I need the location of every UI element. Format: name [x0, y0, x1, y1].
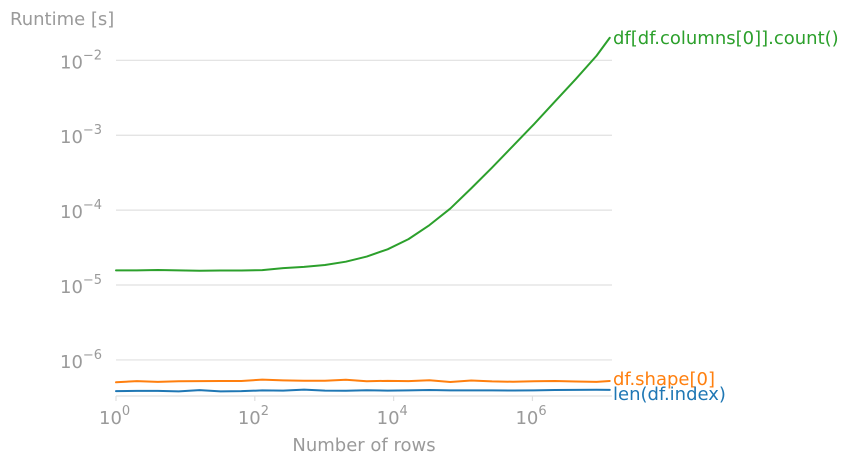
- y-tick-exponent: −6: [83, 348, 102, 363]
- y-tick-label: 10−2: [60, 48, 102, 73]
- y-tick-exponent: −5: [83, 273, 102, 288]
- x-tick-label: 104: [377, 404, 408, 429]
- y-tick-label: 10−3: [60, 123, 102, 148]
- x-tick-labels: 100 102 104 106: [99, 396, 547, 429]
- x-tick-base: 10: [99, 408, 122, 429]
- series-line: [115, 36, 611, 272]
- x-tick-base: 10: [515, 408, 538, 429]
- series-labels: df[df.columns[0]].count() df.shape[0]len(…: [613, 28, 839, 405]
- x-axis-title: Number of rows: [292, 435, 435, 456]
- series-label: df[df.columns[0]].count(): [613, 28, 839, 49]
- x-tick-base: 10: [238, 408, 261, 429]
- series-line: [115, 378, 611, 384]
- y-tick-base: 10: [60, 352, 83, 373]
- y-tick-exponent: −3: [83, 123, 102, 138]
- y-tick-labels: 10−210−310−410−510−6: [60, 48, 102, 373]
- x-tick-label: 102: [238, 404, 269, 429]
- x-tick-exponent: 2: [261, 404, 269, 419]
- y-tick-base: 10: [60, 127, 83, 148]
- y-tick-base: 10: [60, 202, 83, 223]
- x-tick-exponent: 0: [122, 404, 130, 419]
- series-line: [115, 388, 611, 393]
- x-tick-label: 100: [99, 404, 130, 429]
- y-axis-title: Runtime [s]: [10, 9, 114, 30]
- y-tick-label: 10−6: [60, 348, 102, 373]
- y-tick-label: 10−4: [60, 198, 102, 223]
- series-label: len(df.index): [613, 384, 726, 405]
- y-tick-exponent: −4: [83, 198, 102, 213]
- series-lines: [115, 36, 611, 393]
- x-tick-exponent: 6: [538, 404, 546, 419]
- y-gridlines: [116, 59, 612, 361]
- y-tick-base: 10: [60, 52, 83, 73]
- series-label: df.shape[0]: [613, 369, 715, 390]
- x-tick-base: 10: [377, 408, 400, 429]
- y-tick-label: 10−5: [60, 273, 102, 298]
- x-tick-label: 106: [515, 404, 546, 429]
- x-tick-exponent: 4: [400, 404, 408, 419]
- y-tick-base: 10: [60, 277, 83, 298]
- y-tick-exponent: −2: [83, 48, 102, 63]
